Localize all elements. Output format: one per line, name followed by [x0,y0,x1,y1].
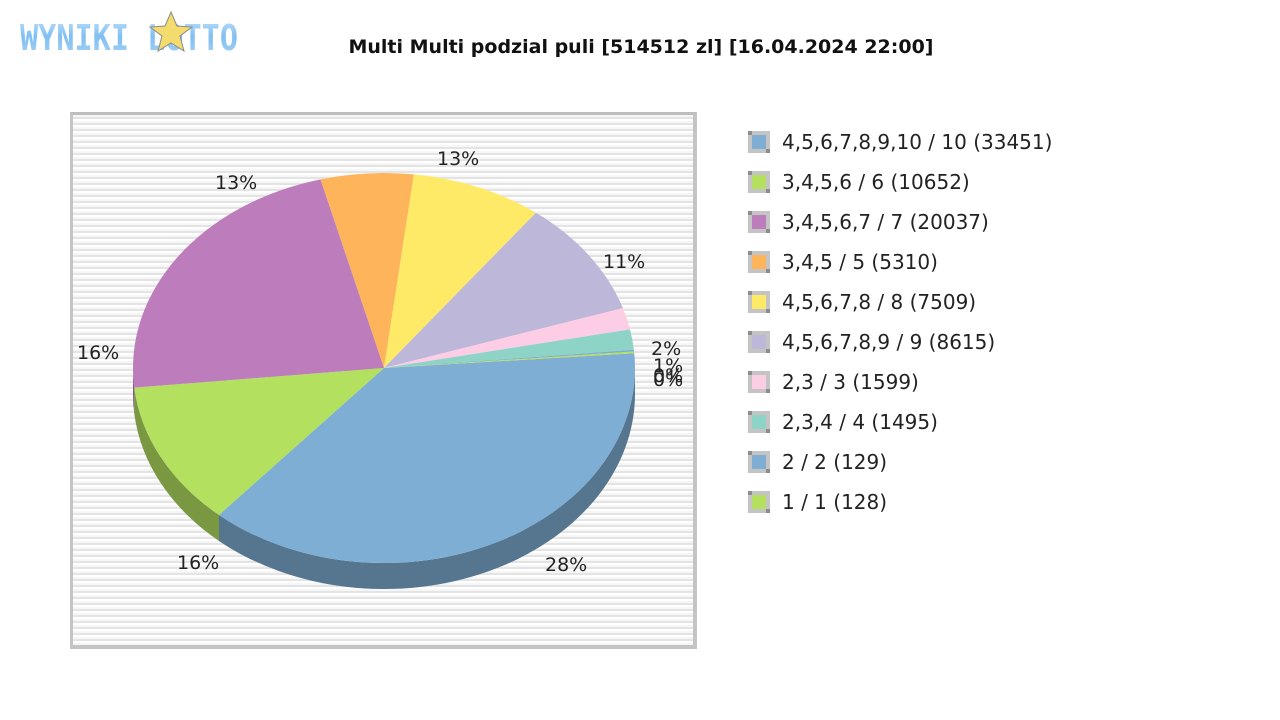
legend-swatch [748,491,770,513]
legend-item: 3,4,5 / 5 (5310) [748,242,1052,282]
legend-label: 2,3,4 / 4 (1495) [782,410,938,434]
legend-item: 2,3,4 / 4 (1495) [748,402,1052,442]
legend-item: 4,5,6,7,8 / 8 (7509) [748,282,1052,322]
legend-swatch [748,171,770,193]
legend-item: 4,5,6,7,8,9 / 9 (8615) [748,322,1052,362]
pie-plot-area: 28% 16% 16% 13% 13% 11% 2% 1% 0% 0% [70,112,697,649]
pie-slice [384,351,635,368]
legend-swatch [748,411,770,433]
svg-text:WYNIKI LOTTO: WYNIKI LOTTO [20,18,238,58]
legend-label: 3,4,5 / 5 (5310) [782,250,938,274]
pie-slice [384,308,631,368]
percent-label: 2% [651,338,682,360]
percent-label: 28% [545,554,588,576]
legend-label: 2 / 2 (129) [782,450,888,474]
legend-label: 4,5,6,7,8,9,10 / 10 (33451) [782,130,1053,154]
percent-label: 0% [653,365,684,387]
pie-slice [218,353,635,563]
legend-swatch [748,291,770,313]
legend-label: 2,3 / 3 (1599) [782,370,919,394]
pie-slice-side [134,387,219,541]
star-icon [148,10,194,53]
percent-label: 13% [215,172,258,194]
legend-swatch [748,451,770,473]
percent-label: 16% [177,552,220,574]
pie-chart [133,172,635,590]
legend: 4,5,6,7,8,9,10 / 10 (33451) 3,4,5,6 / 6 (… [748,122,1052,522]
legend-item: 4,5,6,7,8,9,10 / 10 (33451) [748,122,1052,162]
legend-item: 2,3 / 3 (1599) [748,362,1052,402]
legend-item: 3,4,5,6 / 6 (10652) [748,162,1052,202]
legend-label: 3,4,5,6,7 / 7 (20037) [782,210,989,234]
percent-label: 0% [653,369,684,391]
legend-swatch [748,251,770,273]
pie-slice [320,172,414,368]
pie-slice-side [133,368,135,414]
legend-label: 4,5,6,7,8,9 / 9 (8615) [782,330,996,354]
logo-graphic: WYNIKI LOTTO [20,10,238,59]
pie-slice [384,329,634,368]
legend-swatch [748,131,770,153]
pie-slice [134,368,384,515]
percent-label: 11% [603,251,646,273]
pie-slice [384,212,623,368]
pie-slice-side [218,368,635,590]
wyniki-lotto-logo: WYNIKI LOTTO [20,10,242,59]
chart-title: Multi Multi podzial puli [514512 zl] [16… [348,36,934,58]
percent-label: 13% [437,148,480,170]
percent-label: 16% [77,342,120,364]
legend-item: 2 / 2 (129) [748,442,1052,482]
legend-label: 1 / 1 (128) [782,490,888,514]
legend-swatch [748,331,770,353]
legend-label: 3,4,5,6 / 6 (10652) [782,170,970,194]
legend-item: 3,4,5,6,7 / 7 (20037) [748,202,1052,242]
legend-swatch [748,371,770,393]
legend-swatch [748,211,770,233]
pie-slice [384,349,635,368]
legend-item: 1 / 1 (128) [748,482,1052,522]
pie-slice [133,179,384,388]
pie-slice [384,174,536,368]
legend-label: 4,5,6,7,8 / 8 (7509) [782,290,977,314]
percent-label: 1% [653,355,684,377]
